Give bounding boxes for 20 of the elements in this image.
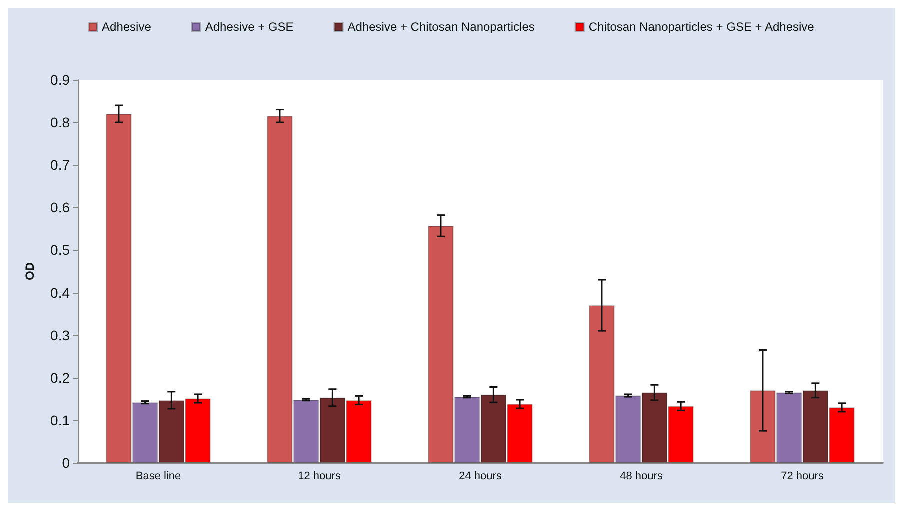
- y-tick-label: 0.1: [50, 412, 70, 428]
- y-tick-label: 0.7: [50, 157, 70, 174]
- y-axis-title: OD: [23, 262, 37, 280]
- legend-label: Chitosan Nanoparticles + GSE + Adhesive: [588, 20, 815, 34]
- x-tick-label: 12 hours: [298, 470, 342, 482]
- y-tick-label: 0.2: [50, 370, 70, 386]
- y-tick-label: 0.3: [50, 327, 70, 344]
- legend-label: Adhesive + GSE: [205, 20, 294, 34]
- y-tick-label: 0: [62, 455, 70, 471]
- y-tick-label: 0.9: [50, 72, 70, 88]
- x-tick-label: 48 hours: [620, 470, 664, 482]
- y-tick-label: 0.5: [50, 242, 70, 258]
- y-tick-label: 0.4: [50, 284, 70, 301]
- y-tick-label: 0.6: [50, 200, 70, 216]
- y-tick-label: 0.8: [50, 114, 70, 131]
- x-tick-label: 24 hours: [459, 470, 502, 482]
- x-tick-label: 72 hours: [781, 470, 824, 482]
- legend-label: Adhesive: [102, 20, 152, 34]
- legend-label: Adhesive + Chitosan Nanoparticles: [348, 20, 535, 34]
- x-tick-label: Base line: [136, 470, 182, 482]
